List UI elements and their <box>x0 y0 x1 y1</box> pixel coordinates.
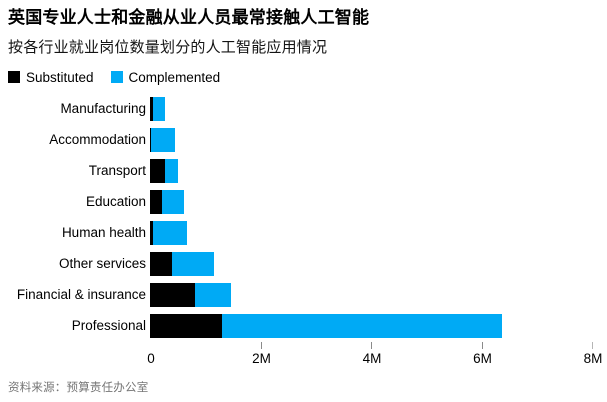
bar-segment-substituted <box>150 189 163 214</box>
bar-track <box>150 96 600 121</box>
category-label: Education <box>85 194 146 210</box>
axis-tick-mark <box>260 342 262 350</box>
bar-track <box>150 251 600 276</box>
bar-chart: Manufacturing Accommodation Transport Educa… <box>8 93 600 341</box>
legend-label: Complemented <box>128 69 221 85</box>
bar-row: Manufacturing <box>8 93 600 124</box>
axis-tick-mark <box>371 342 372 350</box>
bar-row: Accommodation <box>8 124 600 155</box>
source-note: 资料来源：预算责任办公室 <box>8 382 149 394</box>
bar-segment-complemented <box>150 127 175 152</box>
complemented-swatch <box>110 71 123 84</box>
category-label: Manufacturing <box>60 101 146 117</box>
bar-row: Transport <box>8 155 600 186</box>
bar-track <box>150 282 600 307</box>
bar-row: Financial & insurance <box>8 279 600 310</box>
bar-segment-complemented <box>165 158 179 183</box>
bar-track <box>150 313 600 338</box>
chart-subtitle: 按各行业就业岗位数量划分的人工智能应用情况 <box>8 39 328 57</box>
axis-tick-label: 4M <box>362 351 382 367</box>
axis-tick-mark <box>481 342 483 350</box>
axis-tick-label: 8M <box>583 351 603 367</box>
bar-row: Other services <box>8 248 600 279</box>
category-label: Accommodation <box>49 132 146 148</box>
bar-track <box>150 220 600 245</box>
bar-row: Professional <box>8 310 600 341</box>
x-axis: 0 2M 4M 6M 8M <box>147 341 603 371</box>
bar-segment-substituted <box>150 313 222 338</box>
substituted-swatch <box>8 71 20 84</box>
chart-title: 英国专业人士和金融从业人员最常接触人工智能 <box>8 8 370 27</box>
bar-track <box>150 189 600 214</box>
bar-segment-complemented <box>152 96 165 121</box>
bar-track <box>150 158 600 183</box>
bar-segment-substituted <box>150 127 151 152</box>
bar-row: Human health <box>8 217 600 248</box>
chart-inner: 英国专业人士和金融从业人员最常接触人工智能 按各行业就业岗位数量划分的人工智能应… <box>8 0 603 371</box>
bar-segment-substituted <box>150 220 154 245</box>
axis-tick-label: 6M <box>473 351 492 367</box>
bar-segment-complemented <box>153 220 187 245</box>
bar-segment-complemented <box>194 282 231 307</box>
legend-label: Substituted <box>26 69 94 85</box>
bar-segment-complemented <box>171 251 214 276</box>
category-label: Transport <box>88 163 146 179</box>
axis-tick-label: 0 <box>147 351 155 367</box>
chart-legend: Substituted Complemented <box>8 69 600 85</box>
category-label: Financial & insurance <box>16 287 146 303</box>
bar-row: Education <box>8 186 600 217</box>
category-label: Other services <box>58 256 146 272</box>
legend-item-substituted: Substituted <box>8 70 94 85</box>
category-label: Human health <box>61 225 146 241</box>
bar-track <box>150 127 600 152</box>
bar-segment-substituted <box>150 96 153 121</box>
axis-tick-label: 2M <box>252 351 271 367</box>
axis-tick-mark <box>592 342 593 350</box>
bar-segment-complemented <box>221 313 503 338</box>
bar-segment-substituted <box>150 158 166 183</box>
legend-item-complemented: Complemented <box>110 69 221 85</box>
bar-segment-complemented <box>162 189 185 214</box>
category-label: Professional <box>71 318 146 334</box>
bar-segment-substituted <box>150 282 195 307</box>
bar-segment-substituted <box>150 251 172 276</box>
